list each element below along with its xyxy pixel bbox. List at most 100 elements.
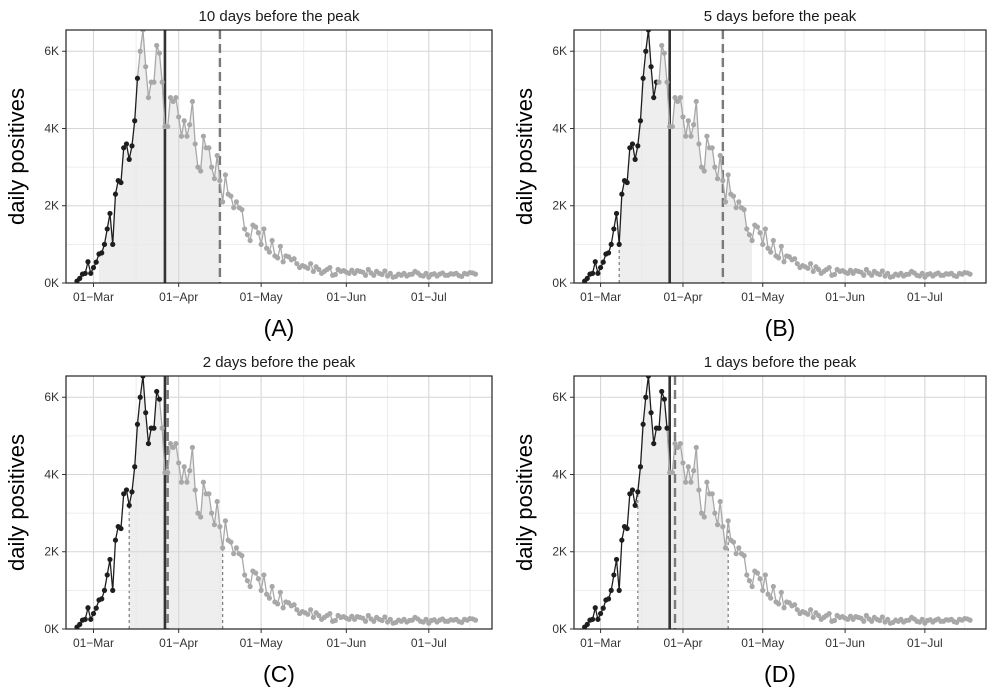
unobserved-point — [685, 464, 691, 470]
observed-point — [110, 587, 116, 593]
unobserved-point — [277, 589, 283, 595]
unobserved-point — [472, 617, 479, 623]
unobserved-point — [170, 444, 176, 451]
unobserved-point — [725, 518, 731, 524]
unobserved-point — [754, 570, 761, 576]
unobserved-point — [258, 241, 264, 247]
unobserved-point — [744, 572, 750, 578]
unobserved-point — [233, 199, 239, 205]
x-tick-label: 01−May — [741, 636, 784, 650]
unobserved-point — [181, 464, 187, 470]
unobserved-point — [189, 444, 196, 451]
observed-point — [121, 491, 127, 497]
observed-point — [664, 425, 670, 431]
unobserved-point — [165, 469, 171, 476]
observed-point — [597, 264, 604, 271]
series — [582, 376, 973, 629]
observed-point — [156, 396, 163, 402]
observed-point — [651, 94, 657, 101]
unobserved-point — [770, 583, 776, 590]
unobserved-point — [184, 479, 190, 485]
observed-point — [85, 259, 91, 265]
unobserved-point — [261, 572, 267, 578]
observed-point — [77, 621, 83, 627]
unobserved-point — [264, 245, 270, 251]
unobserved-point — [762, 572, 768, 578]
unobserved-point — [167, 94, 174, 101]
unobserved-point — [233, 545, 239, 551]
unobserved-point — [669, 123, 675, 130]
y-tick-label: 4K — [44, 121, 59, 135]
x-tick-label: 01−Jun — [825, 636, 865, 650]
unobserved-point — [714, 176, 721, 182]
observed-point — [99, 250, 105, 256]
unobserved-point — [327, 610, 333, 617]
observed-point — [627, 491, 633, 497]
unobserved-point — [294, 261, 300, 267]
unobserved-point — [765, 245, 771, 251]
observed-point — [661, 396, 667, 402]
unobserved-point — [683, 133, 689, 139]
unobserved-point — [255, 230, 261, 236]
y-tick-label: 6K — [44, 44, 59, 58]
x-tick-label: 01−Apr — [159, 290, 198, 304]
observed-point — [110, 241, 116, 247]
unobserved-point — [195, 164, 201, 170]
observed-point — [82, 270, 88, 276]
panel-border — [65, 29, 493, 284]
unobserved-point — [189, 98, 196, 105]
observed-point — [112, 191, 119, 197]
unobserved-point — [365, 612, 371, 619]
panel-title: 5 days before the peak — [704, 8, 857, 25]
unobserved-point — [178, 133, 185, 139]
observed-point — [640, 75, 646, 81]
observed-point — [611, 226, 617, 232]
unobserved-point — [261, 226, 267, 232]
observed-series-line — [584, 30, 658, 282]
unobserved-point — [214, 498, 220, 505]
unobserved-point — [661, 50, 667, 56]
y-tick-label: 2K — [44, 545, 59, 559]
observed-point — [619, 191, 625, 197]
unobserved-point — [242, 572, 248, 578]
unobserved-point — [143, 64, 149, 70]
series — [74, 30, 479, 283]
observed-point — [123, 141, 130, 147]
unobserved-point — [198, 168, 204, 174]
unobserved-point — [792, 256, 798, 262]
y-axis-label: daily positives — [4, 88, 29, 225]
unobserved-point — [379, 617, 385, 624]
observed-point — [77, 275, 83, 281]
unobserved-point — [746, 232, 753, 238]
unobserved-point — [967, 271, 973, 277]
unobserved-point — [781, 259, 787, 265]
unobserved-point — [677, 94, 683, 101]
series — [582, 30, 973, 283]
observed-point — [643, 48, 649, 54]
observed-point — [648, 64, 654, 70]
y-axis-label: daily positives — [512, 434, 537, 571]
unobserved-point — [680, 460, 686, 466]
unobserved-point — [255, 576, 261, 582]
unobserved-point — [680, 114, 686, 120]
unobserved-point — [266, 249, 272, 255]
unobserved-point — [253, 224, 259, 230]
unobserved-point — [701, 514, 707, 520]
unobserved-point — [765, 591, 771, 597]
unobserved-point — [332, 617, 338, 624]
unobserved-point — [815, 612, 822, 619]
unobserved-point — [677, 440, 683, 447]
unobserved-point — [722, 199, 729, 205]
unobserved-point — [195, 510, 201, 516]
observed-point — [88, 270, 94, 276]
unobserved-point — [709, 145, 715, 151]
unobserved-point — [247, 237, 253, 244]
y-tick-label: 6K — [552, 390, 567, 404]
unobserved-point — [810, 614, 816, 621]
panel-a: 01−Mar 01−Apr 01−May 01−Jun 01−Jul 0K 2K 4K 6K 10… — [4, 8, 493, 341]
unobserved-point — [736, 199, 742, 205]
unobserved-point — [167, 440, 174, 447]
unobserved-point — [794, 261, 800, 267]
observed-point — [632, 156, 638, 162]
